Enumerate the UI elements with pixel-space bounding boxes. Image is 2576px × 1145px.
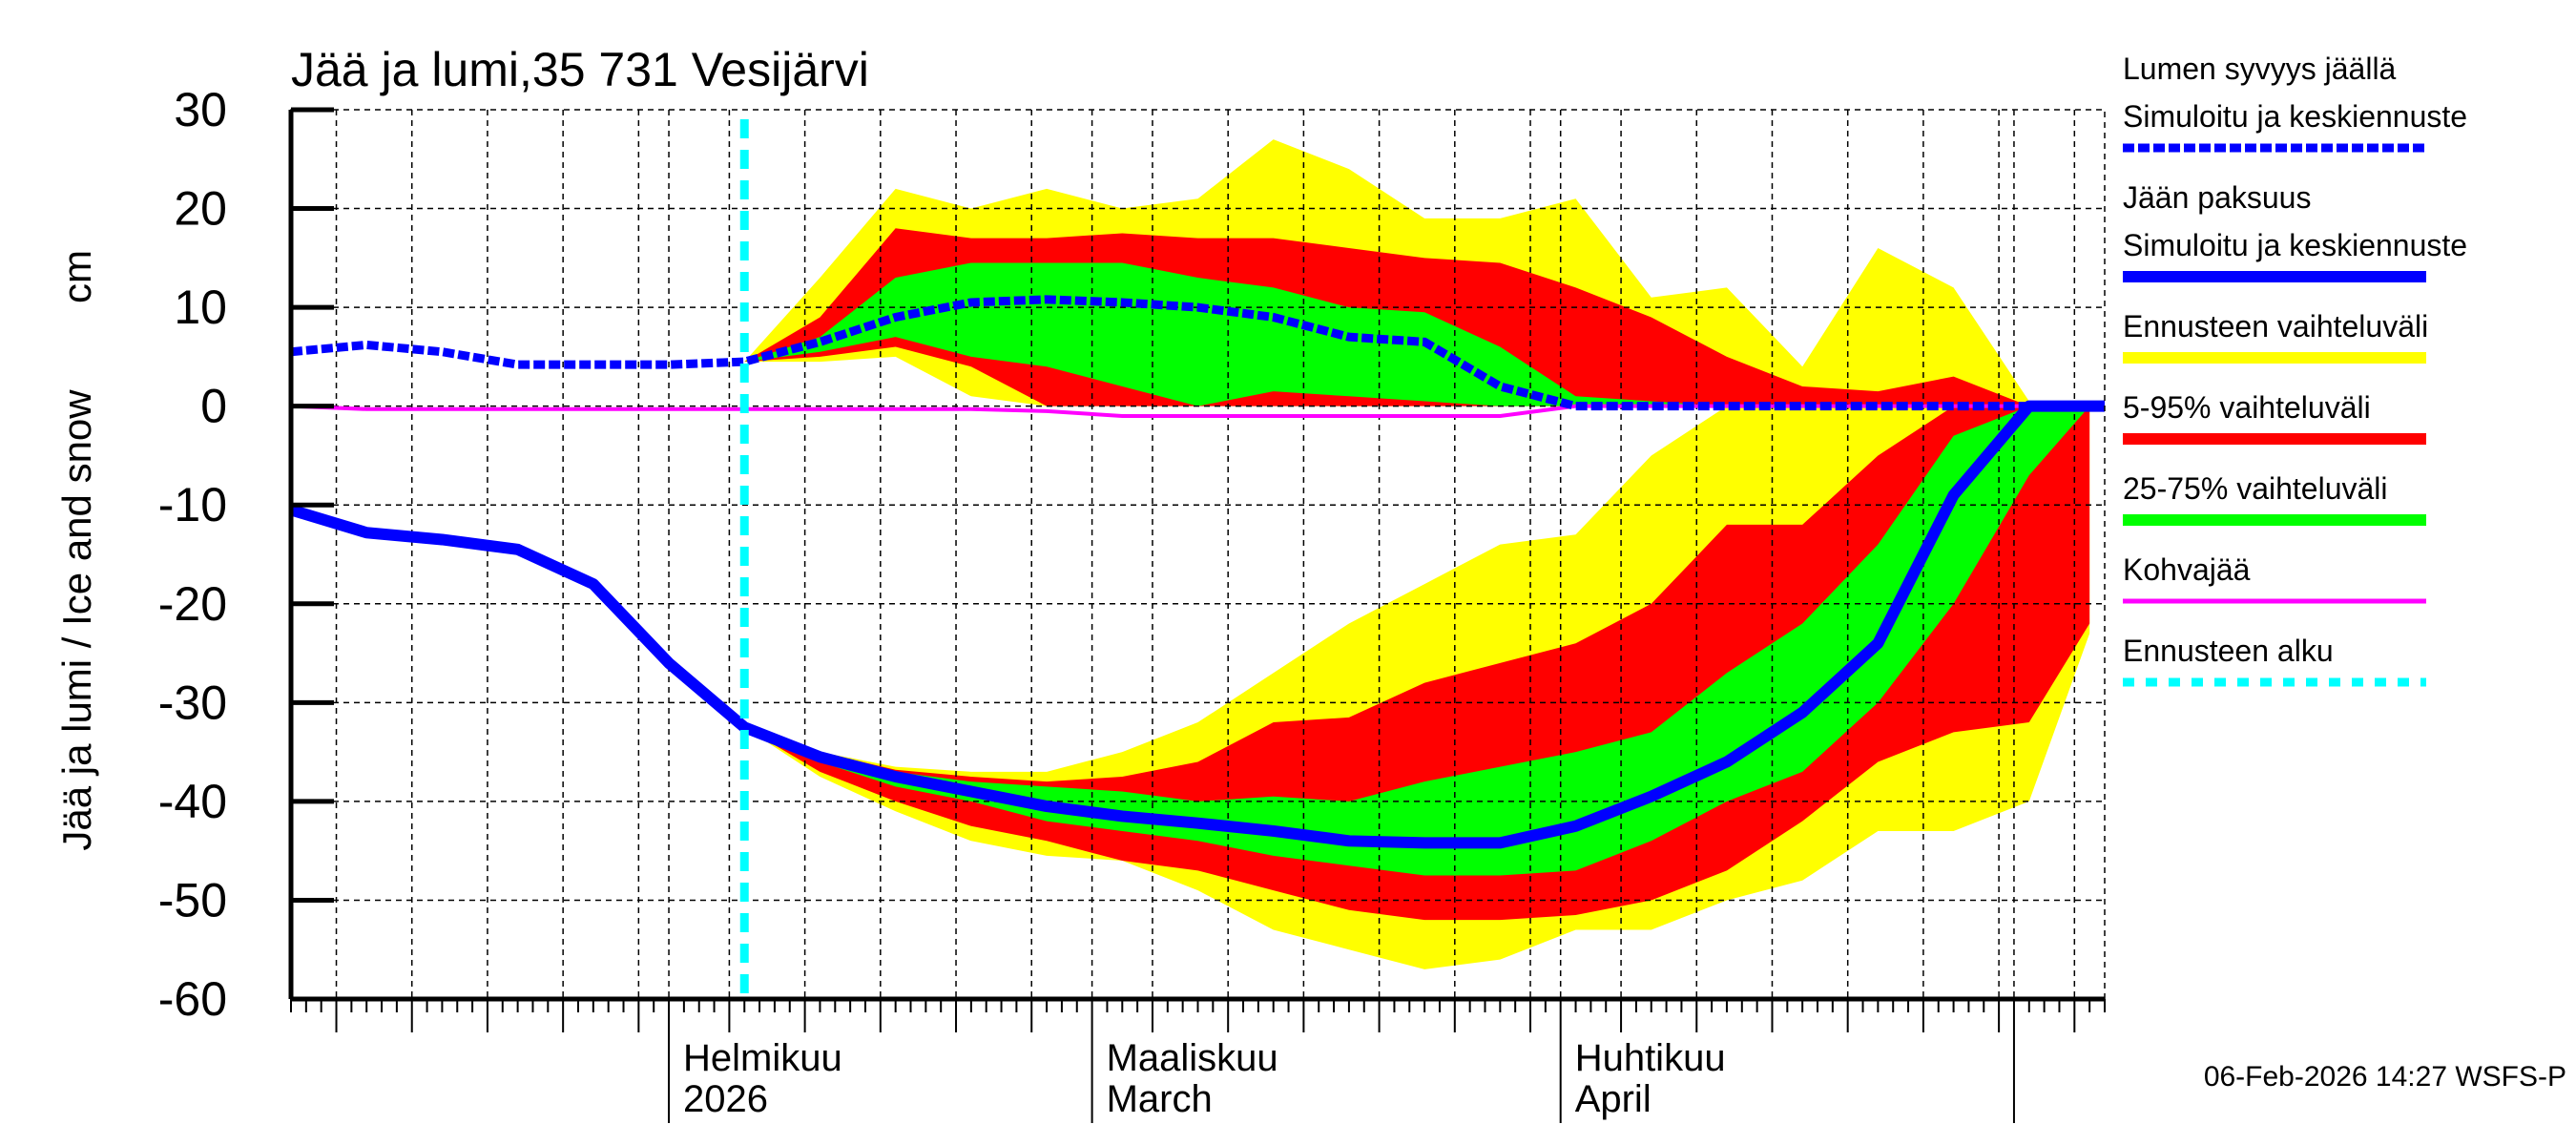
y-tick-label: -50 (158, 873, 227, 926)
ice-25-75-band (744, 406, 2090, 876)
y-tick-label: -30 (158, 676, 227, 729)
plot-frame (290, 109, 2106, 1000)
x-month-sublabel: 2026 (683, 1078, 768, 1120)
y-tick-label: 20 (174, 182, 227, 236)
legend-label: 25-75% vaihteluväli (2123, 471, 2388, 506)
y-tick-label: -10 (158, 478, 227, 531)
y-tick-label: -40 (158, 775, 227, 828)
snow-depth-line (290, 295, 2105, 411)
y-axis-label-text: Jää ja lumi / Ice and snow (54, 389, 99, 851)
y-axis-unit: cm (54, 250, 99, 303)
legend-label: Jään paksuus (2123, 180, 2311, 215)
y-axis-label: Jää ja lumi / Ice and snow cm (54, 250, 99, 851)
x-month-label: Maaliskuu (1107, 1037, 1278, 1079)
x-month-sublabel: March (1107, 1078, 1213, 1120)
y-tick-label: 0 (200, 380, 227, 433)
legend: Lumen syvyys jäällä Simuloitu ja keskienn… (2123, 52, 2467, 687)
x-month-sublabel: April (1575, 1078, 1652, 1120)
slush-ice-line (290, 404, 2105, 419)
legend-label: Ennusteen alku (2123, 634, 2334, 668)
y-tick-label: 10 (174, 281, 227, 334)
legend-label: Ennusteen vaihteluväli (2123, 309, 2428, 344)
x-month-label: Huhtikuu (1575, 1037, 1726, 1079)
chart-title: Jää ja lumi,35 731 Vesijärvi (291, 43, 869, 96)
legend-label: 5-95% vaihteluväli (2123, 390, 2371, 425)
legend-label: Lumen syvyys jäällä (2123, 52, 2397, 86)
legend-label: Kohvajää (2123, 552, 2251, 587)
legend-sublabel: Simuloitu ja keskiennuste (2123, 99, 2467, 134)
y-tick-label: -60 (158, 972, 227, 1026)
y-tick-label: -20 (158, 577, 227, 631)
y-tick-label: 30 (174, 83, 227, 136)
plot-area (289, 110, 2105, 999)
footer-timestamp: 06-Feb-2026 14:27 WSFS-P (2204, 1061, 2566, 1093)
ice-thickness-line (289, 400, 2105, 849)
x-month-label: Helmikuu (683, 1037, 842, 1079)
legend-sublabel: Simuloitu ja keskiennuste (2123, 228, 2467, 262)
